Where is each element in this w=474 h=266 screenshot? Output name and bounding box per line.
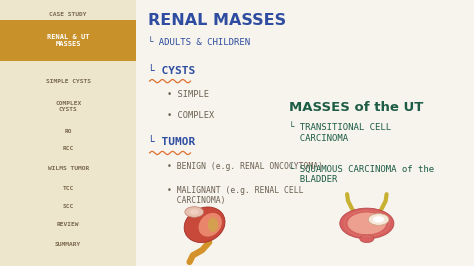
Text: TCC: TCC	[63, 186, 74, 191]
Text: └ TUMOR: └ TUMOR	[148, 137, 195, 147]
Text: WILMS TUMOR: WILMS TUMOR	[47, 167, 89, 171]
Ellipse shape	[208, 218, 218, 232]
Text: • SIMPLE: • SIMPLE	[167, 90, 209, 99]
Text: RO: RO	[64, 129, 72, 134]
Text: • MALIGNANT (e.g. RENAL CELL
  CARCINOMA): • MALIGNANT (e.g. RENAL CELL CARCINOMA)	[167, 186, 303, 205]
Text: • BENIGN (e.g. RENAL ONCOCYTOMA): • BENIGN (e.g. RENAL ONCOCYTOMA)	[167, 162, 323, 171]
Circle shape	[190, 209, 199, 215]
Text: COMPLEX
CYSTS: COMPLEX CYSTS	[55, 101, 82, 112]
Circle shape	[368, 214, 389, 225]
Text: SCC: SCC	[63, 204, 74, 209]
Ellipse shape	[184, 207, 225, 243]
Text: REVIEW: REVIEW	[57, 222, 80, 227]
Ellipse shape	[360, 235, 374, 243]
Text: └ CYSTS: └ CYSTS	[148, 65, 195, 76]
Circle shape	[185, 207, 204, 217]
Text: RCC: RCC	[63, 147, 74, 151]
Text: SIMPLE CYSTS: SIMPLE CYSTS	[46, 79, 91, 84]
Text: SUMMARY: SUMMARY	[55, 242, 82, 247]
Text: └ ADULTS & CHILDREN: └ ADULTS & CHILDREN	[148, 38, 250, 47]
Circle shape	[373, 216, 384, 223]
Text: └ SQUAMOUS CARCINOMA of the
  BLADDER: └ SQUAMOUS CARCINOMA of the BLADDER	[289, 164, 434, 184]
Ellipse shape	[199, 213, 222, 237]
Text: └ TRANSITIONAL CELL
  CARCINOMA: └ TRANSITIONAL CELL CARCINOMA	[289, 123, 392, 143]
Ellipse shape	[347, 213, 386, 234]
Text: MASSES of the UT: MASSES of the UT	[289, 101, 424, 114]
Text: • COMPLEX: • COMPLEX	[167, 111, 214, 120]
FancyBboxPatch shape	[0, 0, 137, 266]
Ellipse shape	[340, 208, 394, 239]
Text: RENAL MASSES: RENAL MASSES	[148, 13, 286, 28]
Text: RENAL & UT
MASSES: RENAL & UT MASSES	[47, 34, 90, 47]
FancyBboxPatch shape	[0, 20, 137, 61]
Text: CASE STUDY: CASE STUDY	[49, 12, 87, 17]
